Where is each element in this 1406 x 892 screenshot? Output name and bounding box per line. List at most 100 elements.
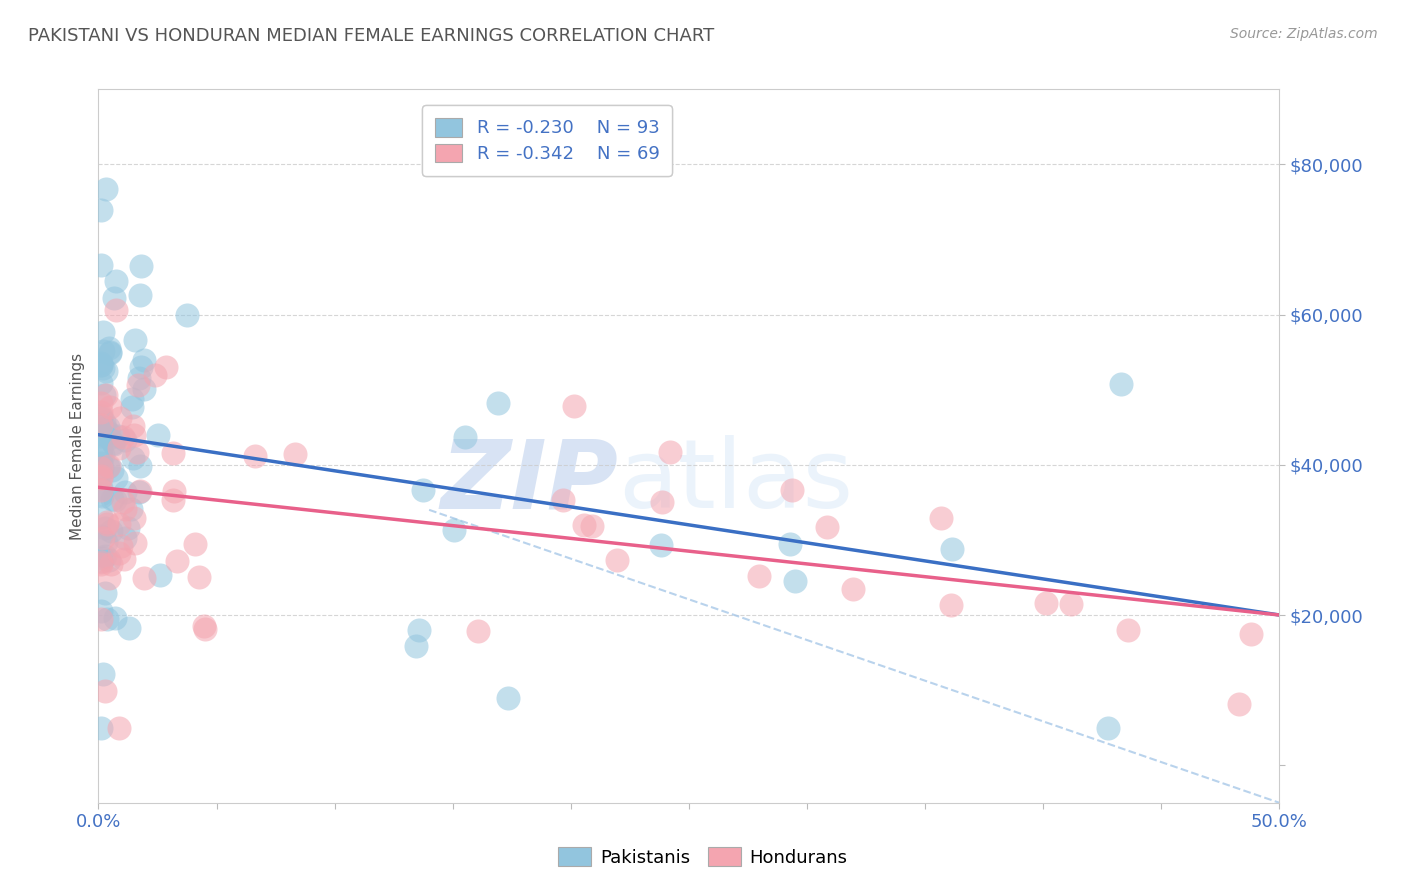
Point (98, 401, 121, 415)
Point (93, 415, 115, 429)
Point (90, 259, 112, 273)
Point (143, 368, 166, 383)
Point (122, 428, 145, 442)
Point (90, 456, 112, 470)
Text: atlas: atlas (619, 435, 853, 528)
Point (128, 484, 150, 499)
Point (408, 623, 430, 637)
Point (94, 182, 117, 196)
Point (103, 436, 125, 450)
Point (155, 360, 177, 375)
Point (90, 529, 112, 543)
Point (101, 492, 124, 507)
Point (90, 557, 112, 571)
Point (114, 484, 136, 499)
Point (90, 358, 112, 372)
Point (91, 448, 114, 462)
Point (90, 396, 112, 410)
Point (132, 571, 155, 585)
Point (90, 481, 112, 495)
Point (146, 428, 169, 442)
Point (100, 524, 122, 538)
Point (93, 550, 115, 565)
Point (941, 541, 963, 556)
Point (101, 436, 124, 450)
Point (129, 360, 152, 375)
Point (90, 471, 112, 485)
Point (96, 516, 118, 531)
Legend: Pakistanis, Hondurans: Pakistanis, Hondurans (551, 840, 855, 874)
Point (486, 396, 509, 410)
Point (90, 442, 112, 457)
Point (815, 520, 838, 534)
Point (127, 445, 149, 459)
Point (117, 521, 139, 535)
Point (121, 392, 143, 406)
Point (90, 417, 112, 432)
Point (96, 612, 118, 626)
Point (162, 492, 184, 507)
Point (108, 517, 131, 532)
Point (129, 484, 152, 499)
Point (128, 288, 150, 302)
Point (90, 429, 112, 443)
Point (114, 502, 136, 516)
Point (658, 445, 681, 459)
Point (104, 611, 127, 625)
Point (96, 388, 118, 402)
Point (98, 345, 121, 359)
Point (90, 461, 112, 475)
Point (97, 459, 120, 474)
Point (90, 426, 112, 441)
Point (93, 521, 115, 535)
Point (90, 449, 112, 463)
Point (90, 465, 112, 479)
Point (118, 621, 141, 635)
Point (90, 409, 112, 423)
Point (412, 483, 434, 497)
Point (132, 352, 155, 367)
Point (97, 419, 120, 434)
Point (779, 537, 801, 551)
Point (606, 553, 628, 567)
Point (107, 428, 129, 442)
Point (551, 493, 574, 508)
Point (110, 539, 132, 553)
Point (90, 468, 112, 483)
Point (96, 535, 118, 549)
Point (842, 582, 865, 596)
Point (97, 553, 120, 567)
Point (1035, 596, 1057, 610)
Point (122, 450, 145, 465)
Point (114, 433, 136, 447)
Point (91, 531, 114, 545)
Point (98, 342, 121, 356)
Point (496, 690, 519, 705)
Point (94, 549, 117, 563)
Point (105, 302, 128, 317)
Point (90, 612, 112, 626)
Point (90, 605, 112, 619)
Point (108, 441, 131, 455)
Point (90, 376, 112, 391)
Point (785, 574, 807, 588)
Point (572, 517, 595, 532)
Point (163, 484, 186, 499)
Point (108, 410, 131, 425)
Point (90, 411, 112, 425)
Point (120, 502, 142, 516)
Point (91, 326, 114, 340)
Point (176, 308, 198, 322)
Point (129, 259, 152, 273)
Point (90, 426, 112, 441)
Point (650, 538, 672, 552)
Point (97, 431, 120, 445)
Point (105, 274, 128, 288)
Point (90, 510, 112, 524)
Point (162, 446, 184, 460)
Point (94, 420, 117, 434)
Point (90, 483, 112, 498)
Point (166, 554, 188, 568)
Point (453, 430, 475, 444)
Point (91, 460, 114, 475)
